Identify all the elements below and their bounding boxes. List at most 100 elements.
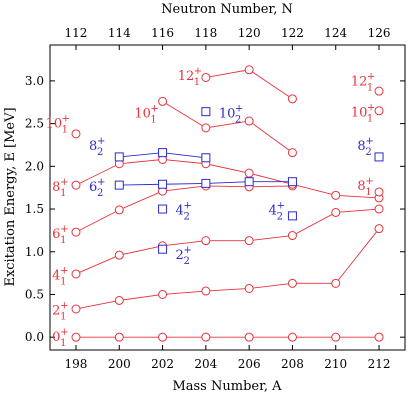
data-point-circle (71, 332, 81, 342)
data-point-square (158, 204, 168, 214)
top-tick-label: 124 (324, 26, 347, 40)
data-point-circle (201, 286, 211, 296)
level-label-sub: 1 (60, 312, 66, 323)
x-tick-label: 204 (194, 357, 217, 371)
level-label-parity: + (60, 301, 68, 312)
level-label-parity: + (60, 266, 68, 277)
level-label: 12+ 1 (351, 72, 375, 94)
x-tick-label: 206 (238, 357, 261, 371)
level-label-parity: + (367, 102, 375, 113)
level-label-parity: + (150, 103, 158, 114)
level-label-parity: + (367, 72, 375, 83)
y-tick-label: 1.0 (25, 245, 44, 259)
data-point-circle (287, 231, 297, 241)
data-point-square (201, 107, 211, 117)
data-point-square (287, 211, 297, 221)
level-label: 10+ 1 (46, 114, 70, 136)
level-label: 2+ 2 (176, 245, 192, 267)
level-label: 8+ 1 (357, 176, 373, 198)
series-line-4 (75, 159, 380, 199)
level-label-sub: 2 (184, 212, 190, 223)
data-point-circle (331, 278, 341, 288)
data-point-circle (287, 148, 297, 158)
y-axis-title: Excitation Energy, E [MeV] (3, 107, 18, 286)
level-label-parity: + (365, 176, 373, 187)
level-label-base: 6 (89, 180, 97, 195)
data-point-circle (331, 332, 341, 342)
data-point-square (158, 179, 168, 189)
data-point-circle (287, 332, 297, 342)
level-label-parity: + (235, 103, 243, 114)
level-label-sub: 2 (97, 188, 103, 199)
data-point-circle (244, 116, 254, 126)
data-point-circle (374, 332, 384, 342)
level-label: 10+ 1 (351, 102, 375, 124)
series-line-3 (75, 185, 293, 233)
level-label-parity: + (277, 201, 285, 212)
level-label-sub: 1 (60, 188, 66, 199)
data-point-circle (71, 129, 81, 139)
data-point-circle (114, 250, 124, 260)
top-tick-label: 120 (238, 26, 261, 40)
level-label-parity: + (184, 245, 192, 256)
data-point-circle (374, 86, 384, 96)
top-tick-label: 122 (281, 26, 304, 40)
data-point-circle (331, 190, 341, 200)
x-tick-label: 208 (281, 357, 304, 371)
level-label: 10+ 1 (134, 103, 158, 125)
level-label-sub: 1 (367, 113, 373, 124)
level-label: 6+ 2 (89, 177, 105, 199)
level-label: 10+ 2 (219, 103, 243, 125)
level-label-sub: 2 (277, 212, 283, 223)
level-label-sub: 1 (150, 114, 156, 125)
level-label-parity: + (60, 177, 68, 188)
level-label-sub: 2 (365, 147, 371, 158)
level-label-base: 12 (351, 75, 368, 90)
level-label-base: 4 (269, 204, 277, 219)
data-point-circle (114, 295, 124, 305)
data-point-circle (201, 72, 211, 82)
level-label-parity: + (97, 136, 105, 147)
top-tick-label: 118 (194, 26, 217, 40)
data-point-circle (71, 180, 81, 190)
level-label-base: 2 (52, 304, 60, 319)
level-label: 8+ 2 (89, 136, 105, 158)
top-tick-label: 112 (65, 26, 88, 40)
top-tick-label: 126 (368, 26, 391, 40)
level-label-base: 8 (357, 179, 365, 194)
level-label-parity: + (184, 201, 192, 212)
level-label-base: 2 (176, 248, 184, 263)
x-tick-label: 202 (151, 357, 174, 371)
plot-frame (49, 44, 406, 351)
level-label: 8+ 2 (357, 136, 373, 158)
level-label-base: 8 (357, 139, 365, 154)
level-label-parity: + (62, 114, 70, 125)
x-tick-label: 212 (368, 357, 391, 371)
level-label-sub: 1 (194, 77, 200, 88)
y-tick-label: 1.5 (25, 202, 44, 216)
data-point-square (114, 152, 124, 162)
level-label: 6+ 1 (52, 224, 68, 246)
data-point-circle (287, 278, 297, 288)
level-label-sub: 2 (184, 256, 190, 267)
data-point-circle (201, 123, 211, 133)
level-label: 0+ 1 (52, 327, 68, 349)
data-point-circle (158, 332, 168, 342)
level-label-base: 8 (52, 180, 60, 195)
labels-layer: 0+ 12+ 14+ 16+ 18+ 110+ 18+ 26+ 210+ 112+ 110+ 24+ 2… (46, 66, 376, 349)
level-label: 12+ 1 (178, 66, 202, 88)
data-point-square (158, 244, 168, 254)
data-point-square (114, 180, 124, 190)
data-point-circle (114, 332, 124, 342)
level-label: 4+ 2 (176, 201, 192, 223)
data-point-circle (201, 332, 211, 342)
data-point-circle (158, 96, 168, 106)
level-label-base: 10 (46, 117, 63, 132)
data-point-circle (71, 269, 81, 279)
y-tick-label: 0.5 (25, 287, 44, 301)
x-tick-label: 200 (108, 357, 131, 371)
data-point-circle (71, 304, 81, 314)
level-label-parity: + (60, 327, 68, 338)
level-label-base: 4 (52, 269, 60, 284)
